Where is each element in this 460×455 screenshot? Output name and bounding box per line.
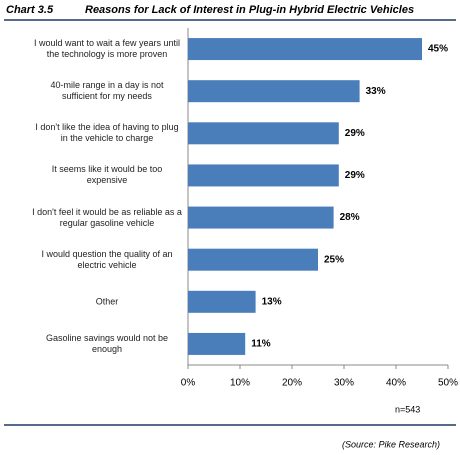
bar (188, 248, 318, 271)
category-label: Other (95, 296, 119, 307)
x-tick-label: 20% (282, 378, 302, 389)
value-label: 28% (340, 212, 360, 223)
category-label: 40-mile range in a day is not sufficient… (50, 80, 164, 102)
value-label: 11% (251, 339, 271, 350)
bar (188, 332, 246, 355)
x-tick-label: 10% (230, 378, 250, 389)
chart-title: Reasons for Lack of Interest in Plug-in … (85, 4, 414, 16)
value-label: 29% (345, 170, 365, 181)
category-label: I don't feel it would be as reliable as … (32, 206, 182, 228)
category-label: I would want to wait a few years until t… (33, 38, 181, 60)
x-tick-label: 40% (386, 378, 406, 389)
bar (188, 80, 360, 103)
bar (188, 122, 339, 145)
source: (Source: Pike Research) (342, 439, 440, 449)
bar (188, 164, 339, 187)
value-label: 29% (345, 128, 365, 139)
bar (188, 290, 256, 313)
category-label: I don't like the idea of having to plug … (35, 122, 179, 144)
category-label: Gasoline savings would not be enough (45, 332, 169, 354)
note: n=543 (395, 404, 420, 414)
chart-label: Chart 3.5 (6, 4, 54, 16)
value-label: 45% (428, 44, 448, 55)
category-label: I would question the quality of an elect… (41, 248, 173, 270)
category-label: It seems like it would be too expensive (51, 164, 163, 186)
value-label: 13% (262, 296, 282, 307)
x-tick-label: 30% (334, 378, 354, 389)
x-tick-label: 50% (438, 378, 458, 389)
value-label: 25% (324, 254, 344, 265)
x-tick-label: 0% (181, 378, 196, 389)
bar (188, 206, 334, 229)
value-label: 33% (366, 86, 386, 97)
bar (188, 38, 422, 61)
